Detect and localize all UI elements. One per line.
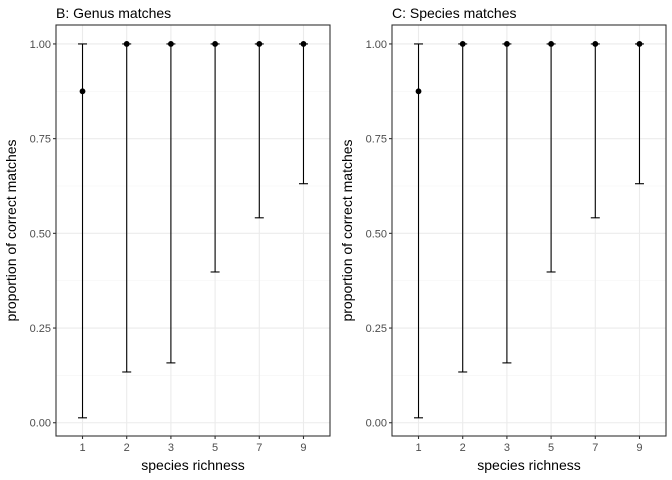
x-tick-label: 2 <box>124 442 130 454</box>
chart-title: B: Genus matches <box>56 5 171 21</box>
y-axis-label: proportion of correct matches <box>3 139 19 321</box>
chart-title: C: Species matches <box>392 5 517 21</box>
y-tick-label: 0.00 <box>30 418 51 430</box>
data-point <box>548 41 554 47</box>
x-axis-label: species richness <box>141 457 245 473</box>
y-tick-label: 1.00 <box>366 39 387 51</box>
x-tick-label: 7 <box>256 442 262 454</box>
y-tick-label: 0.00 <box>366 418 387 430</box>
x-tick-label: 5 <box>212 442 218 454</box>
y-tick-label: 0.50 <box>366 228 387 240</box>
y-tick-label: 0.75 <box>366 134 387 146</box>
x-tick-label: 3 <box>504 442 510 454</box>
genus-matches-panel: 0.00 0.25 0.50 0.75 1.00 1 2 3 5 7 9 B: Genus match… <box>3 5 331 473</box>
data-point <box>300 41 307 47</box>
panel-border <box>391 24 667 437</box>
species-matches-panel: 0.00 0.25 0.50 0.75 1.00 1 2 3 5 7 9 C: Species mat… <box>339 5 667 473</box>
y-tick-label: 1.00 <box>30 39 51 51</box>
plot-background <box>392 25 666 436</box>
data-point <box>79 88 86 95</box>
data-point <box>123 41 130 47</box>
y-tick-label: 0.75 <box>30 134 51 146</box>
y-tick-label: 0.50 <box>30 228 51 240</box>
y-tick-label: 0.25 <box>30 323 51 335</box>
x-tick-label: 1 <box>415 442 421 454</box>
y-axis-label: proportion of correct matches <box>339 139 355 321</box>
plot-background <box>56 25 330 436</box>
x-tick-label: 2 <box>460 442 466 454</box>
x-tick-label: 9 <box>636 442 642 454</box>
data-point <box>459 41 466 47</box>
panel-border <box>55 24 331 437</box>
y-tick-label: 0.25 <box>366 323 387 335</box>
x-tick-label: 5 <box>548 442 554 454</box>
data-point <box>415 88 422 95</box>
x-axis-label: species richness <box>477 457 581 473</box>
x-tick-label: 7 <box>592 442 598 454</box>
data-point <box>504 41 510 47</box>
data-point <box>256 41 263 47</box>
data-point <box>592 41 599 47</box>
x-tick-label: 9 <box>300 442 306 454</box>
data-point <box>168 41 174 47</box>
x-tick-label: 3 <box>168 442 174 454</box>
data-point <box>636 41 643 47</box>
x-tick-label: 1 <box>79 442 85 454</box>
data-point <box>212 41 218 47</box>
